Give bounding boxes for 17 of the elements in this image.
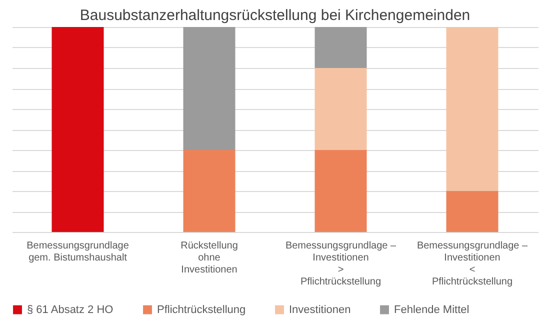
bar <box>446 191 498 232</box>
legend-label: Investitionen <box>289 304 351 316</box>
chart-title: Bausubstanzerhaltungsrückstellung bei Kirchengemeinden <box>80 7 470 24</box>
bar <box>183 150 236 232</box>
legend-label: § 61 Absatz 2 HO <box>27 304 114 316</box>
legend-label: Pflichtrückstellung <box>157 304 246 316</box>
x-tick-label: Rückstellung ohne Investitionen <box>180 240 238 276</box>
bar <box>314 150 367 232</box>
bar <box>183 27 236 150</box>
x-tick-label: Bemessungsgrundlage gem. Bistumshaushalt <box>26 240 130 264</box>
bar <box>52 27 104 232</box>
x-tick-label: Bemessungsgrundlage – Investitionen > Pflichtrückstellung <box>285 240 396 288</box>
bar <box>314 27 367 68</box>
bar <box>446 27 498 191</box>
bar <box>314 68 367 150</box>
legend-label: Fehlende Mittel <box>394 304 470 316</box>
x-tick-label: Bemessungsgrundlage – Investitionen < Pflichtrückstellung <box>416 240 528 288</box>
